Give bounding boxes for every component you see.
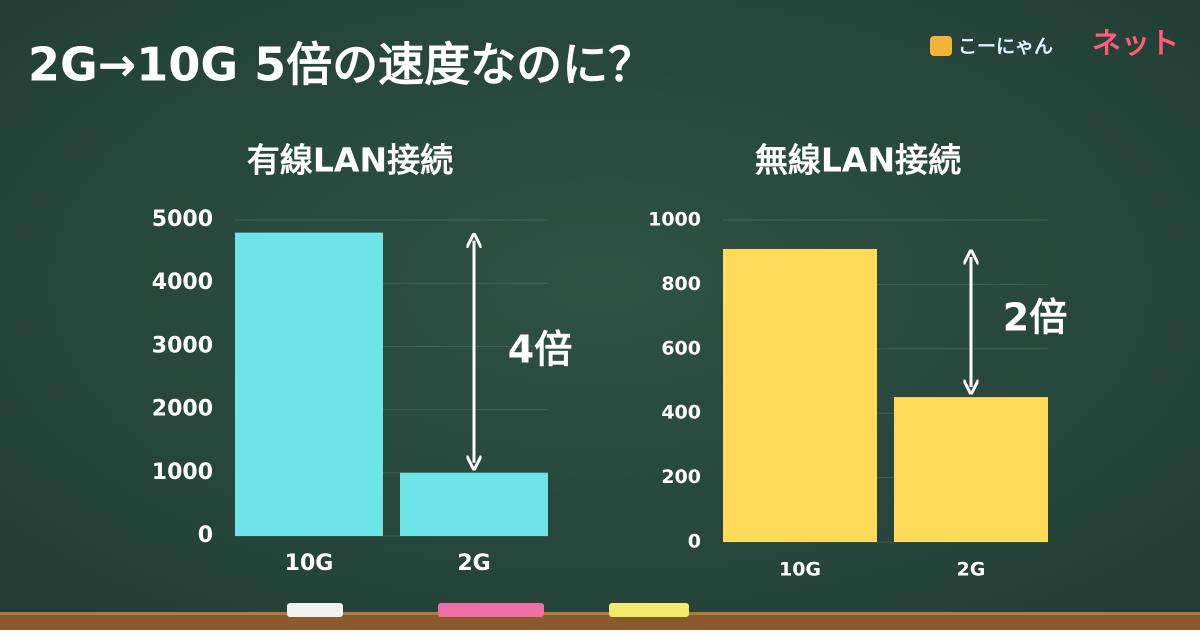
- chalk: [287, 603, 343, 617]
- x-tick-label: 2G: [457, 551, 490, 576]
- annotation: 4倍: [508, 328, 572, 372]
- bar: [894, 397, 1048, 542]
- bar: [723, 248, 877, 543]
- annotation: 2倍: [1003, 296, 1067, 340]
- y-tick-label: 600: [661, 337, 701, 359]
- x-tick-label: 10G: [779, 559, 821, 581]
- logo-text: こーにゃん: [958, 36, 1053, 58]
- y-tick-label: 2000: [152, 397, 213, 422]
- y-tick-label: 200: [661, 466, 701, 488]
- chalk-tray-edge: [0, 612, 1200, 615]
- chart-title: 有線LAN接続: [247, 141, 453, 180]
- bar: [235, 232, 383, 536]
- y-tick-label: 3000: [152, 333, 213, 358]
- bar: [400, 472, 548, 536]
- chart-title: 無線LAN接続: [755, 141, 961, 180]
- y-tick-label: 0: [688, 531, 701, 553]
- chalk: [609, 603, 689, 617]
- y-tick-label: 1000: [152, 460, 213, 485]
- y-tick-label: 4000: [152, 270, 213, 295]
- logo-accent: ネット: [1092, 26, 1179, 60]
- x-tick-label: 2G: [957, 559, 986, 581]
- y-tick-label: 1000: [648, 209, 701, 231]
- y-tick-label: 0: [198, 523, 213, 548]
- chalk: [438, 603, 544, 617]
- y-tick-label: 5000: [152, 207, 213, 232]
- page-title: 2G→10G 5倍の速度なのに？: [28, 38, 654, 92]
- y-tick-label: 800: [661, 273, 701, 295]
- logo-icon: [930, 36, 952, 56]
- y-tick-label: 400: [661, 402, 701, 424]
- x-tick-label: 10G: [285, 551, 334, 576]
